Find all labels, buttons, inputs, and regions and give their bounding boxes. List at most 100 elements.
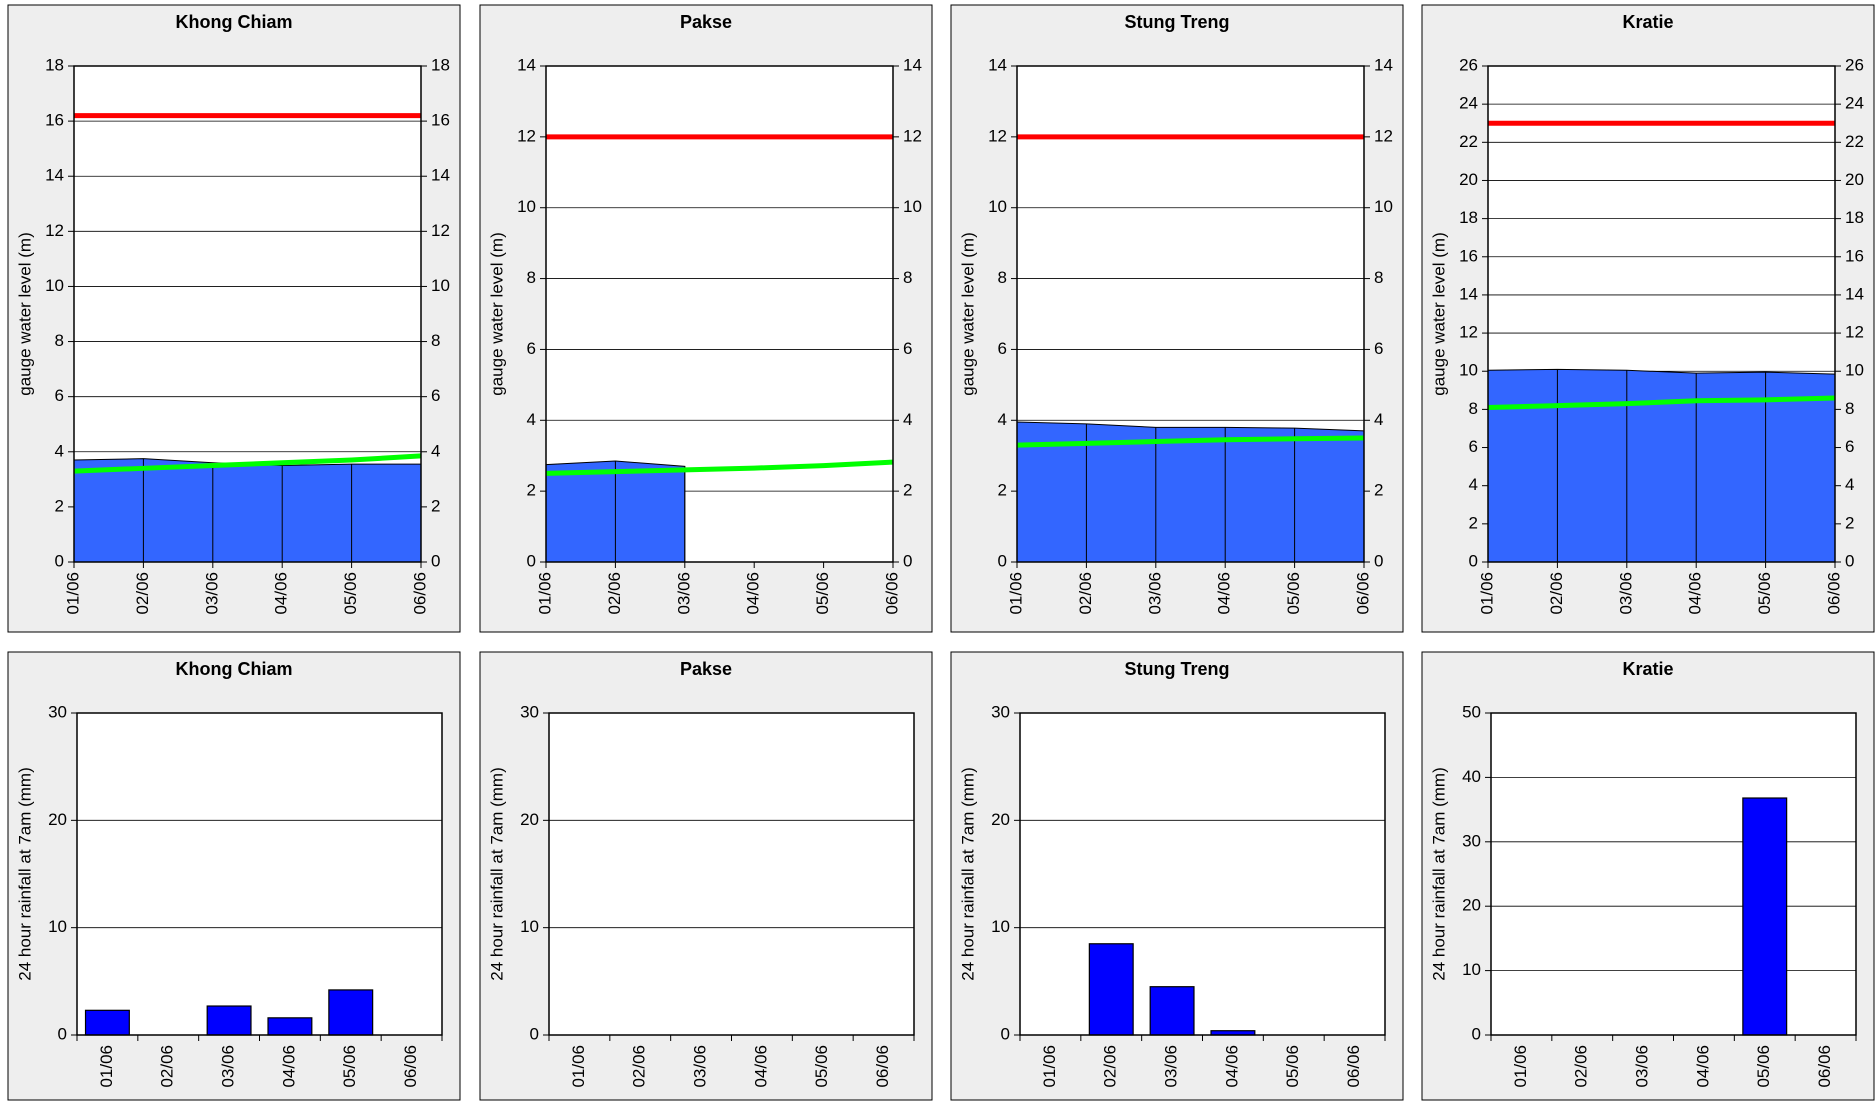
plot-area — [77, 713, 442, 1035]
y2-tick-label: 8 — [431, 331, 440, 350]
y2-tick-label: 20 — [1845, 170, 1864, 189]
x-tick-label: 02/06 — [1101, 1045, 1120, 1088]
y-tick-label: 0 — [530, 1024, 539, 1043]
bar — [1149, 986, 1195, 1036]
chart-panel: Kratie 24 hour rainfall at 7am (mm) 0 10 20 3… — [1421, 651, 1875, 1101]
chart-title: Pakse — [680, 12, 732, 32]
y2-tick-label: 26 — [1845, 55, 1864, 74]
x-tick-label: 04/06 — [1222, 1045, 1241, 1088]
y-tick-label: 4 — [527, 410, 536, 429]
plot-area — [1020, 713, 1385, 1035]
y2-tick-label: 4 — [431, 441, 440, 460]
y-tick-label: 0 — [1469, 551, 1478, 570]
y-tick-label: 0 — [55, 551, 64, 570]
y2-tick-label: 14 — [431, 166, 450, 185]
y2-tick-label: 6 — [1374, 339, 1383, 358]
x-tick-label: 06/06 — [882, 572, 901, 615]
y-tick-label: 2 — [527, 481, 536, 500]
x-tick-label: 03/06 — [202, 572, 221, 615]
y2-tick-label: 10 — [1374, 197, 1393, 216]
y-tick-label: 10 — [48, 917, 67, 936]
y-tick-label: 50 — [1462, 702, 1481, 721]
y-tick-label: 20 — [520, 810, 539, 829]
y-tick-label: 10 — [991, 917, 1010, 936]
y-tick-label: 30 — [991, 702, 1010, 721]
x-tick-label: 04/06 — [744, 572, 763, 615]
y2-tick-label: 10 — [903, 197, 922, 216]
y2-tick-label: 12 — [1374, 126, 1393, 145]
y-tick-label: 30 — [1462, 831, 1481, 850]
y-tick-label: 10 — [1462, 960, 1481, 979]
y2-tick-label: 14 — [903, 55, 922, 74]
y2-tick-label: 2 — [1845, 513, 1854, 532]
x-tick-label: 05/06 — [1755, 572, 1774, 615]
y-axis-label: gauge water level (m) — [958, 232, 977, 395]
plot-frame — [73, 65, 422, 563]
y2-tick-label: 8 — [1845, 399, 1854, 418]
x-tick-label: 02/06 — [1076, 572, 1095, 615]
y2-tick-label: 2 — [431, 496, 440, 515]
y2-tick-label: 6 — [1845, 437, 1854, 456]
chart-title: Kratie — [1622, 659, 1673, 679]
x-tick-label: 06/06 — [873, 1045, 892, 1088]
y2-tick-label: 6 — [431, 386, 440, 405]
chart-title: Stung Treng — [1125, 659, 1230, 679]
y2-tick-label: 10 — [1845, 361, 1864, 380]
line — [1016, 435, 1365, 448]
line — [545, 459, 894, 476]
y-tick-label: 8 — [998, 268, 1007, 287]
chart-panel: Pakse gauge water level (m) 0 2 4 6 8 10 12 14 0 2 4… — [479, 4, 933, 633]
y-tick-label: 14 — [1459, 284, 1478, 303]
y2-tick-label: 18 — [431, 55, 450, 74]
x-tick-label: 01/06 — [1477, 572, 1496, 615]
chart-panel: Khong Chiam 24 hour rainfall at 7am (mm) 0… — [7, 651, 461, 1101]
y-axis-label: gauge water level (m) — [487, 232, 506, 395]
y-tick-label: 4 — [998, 410, 1007, 429]
y-tick-label: 6 — [527, 339, 536, 358]
x-tick-label: 01/06 — [63, 572, 82, 615]
y-tick-label: 14 — [517, 55, 536, 74]
x-tick-label: 01/06 — [535, 572, 554, 615]
x-tick-label: 06/06 — [1353, 572, 1372, 615]
y-tick-label: 8 — [55, 331, 64, 350]
y-axis-label: 24 hour rainfall at 7am (mm) — [487, 767, 506, 981]
plot-frame — [548, 712, 915, 1036]
y2-tick-label: 12 — [431, 221, 450, 240]
plot-frame — [1487, 65, 1836, 563]
chart-title: Kratie — [1622, 12, 1673, 32]
x-tick-label: 05/06 — [1284, 572, 1303, 615]
plot-frame — [76, 712, 443, 1036]
y2-tick-label: 12 — [903, 126, 922, 145]
y-tick-label: 24 — [1459, 94, 1478, 113]
x-tick-label: 05/06 — [340, 1045, 359, 1088]
y2-tick-label: 2 — [903, 481, 912, 500]
bar — [1088, 943, 1134, 1036]
y-tick-label: 4 — [55, 441, 64, 460]
x-tick-label: 06/06 — [410, 572, 429, 615]
x-tick-label: 03/06 — [1145, 572, 1164, 615]
x-tick-label: 03/06 — [674, 572, 693, 615]
y-tick-label: 12 — [1459, 323, 1478, 342]
y-tick-label: 20 — [48, 810, 67, 829]
x-tick-label: 02/06 — [630, 1045, 649, 1088]
y2-tick-label: 0 — [1374, 551, 1383, 570]
y-tick-label: 20 — [1459, 170, 1478, 189]
chart-title: Khong Chiam — [176, 12, 293, 32]
y-tick-label: 14 — [45, 166, 64, 185]
y-tick-label: 18 — [45, 55, 64, 74]
chart-panel: Pakse 24 hour rainfall at 7am (mm) 0 10 20 30… — [479, 651, 933, 1101]
chart-title: Khong Chiam — [176, 659, 293, 679]
y2-tick-label: 2 — [1374, 481, 1383, 500]
x-tick-label: 03/06 — [1162, 1045, 1181, 1088]
y2-tick-label: 18 — [1845, 208, 1864, 227]
x-tick-label: 03/06 — [1633, 1045, 1652, 1088]
x-tick-label: 01/06 — [1040, 1045, 1059, 1088]
chart-panel: Stung Treng gauge water level (m) 0 2 4 6 8 10 1… — [950, 4, 1404, 633]
y-axis-label: 24 hour rainfall at 7am (mm) — [1429, 767, 1448, 981]
x-tick-label: 01/06 — [1006, 572, 1025, 615]
y2-tick-label: 8 — [903, 268, 912, 287]
x-tick-label: 05/06 — [813, 572, 832, 615]
x-tick-label: 04/06 — [279, 1045, 298, 1088]
y2-tick-label: 6 — [903, 339, 912, 358]
plot-area — [1491, 713, 1856, 1035]
